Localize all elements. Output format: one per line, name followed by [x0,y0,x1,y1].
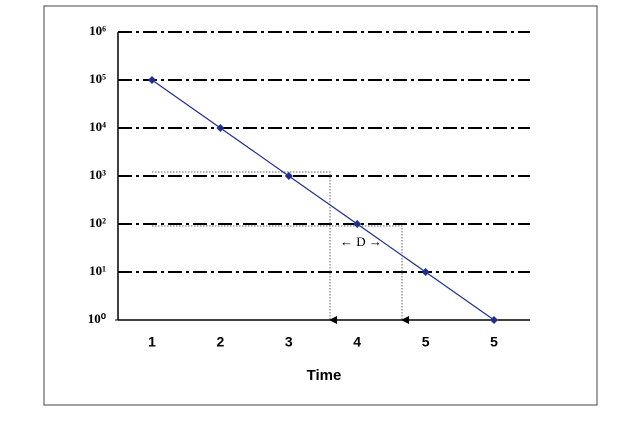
point [490,316,498,324]
x-tick-label: 5 [490,334,498,350]
y-tick-label: 10⁵ [89,71,106,86]
y-tick-label: 10⁴ [89,119,106,134]
grid [118,31,530,273]
x-tick-label: 3 [285,334,293,350]
y-tick-label: 10² [89,215,106,230]
point [284,172,293,180]
annotation-box [331,226,401,260]
x-tick-label: 5 [422,334,430,350]
annotation-lines [152,171,409,324]
y-tick-label: 10¹ [89,263,106,278]
x-tick-label: 1 [148,334,156,350]
x-axis-title: Time [307,367,342,384]
x-tick-label: 2 [217,334,225,350]
dotted-guide [152,171,337,324]
y-tick-label: 10⁶ [89,23,106,38]
point [421,268,430,276]
dotted-guide [152,225,409,324]
point [216,124,225,132]
point [148,76,156,84]
annotation: ← D → [340,234,382,249]
series-line [151,79,495,321]
y-tick-label: 10⁰ [88,311,107,326]
x-tick-label: 4 [353,334,361,350]
point [353,220,362,228]
y-tick-label: 10³ [89,167,106,182]
frame [43,5,598,406]
